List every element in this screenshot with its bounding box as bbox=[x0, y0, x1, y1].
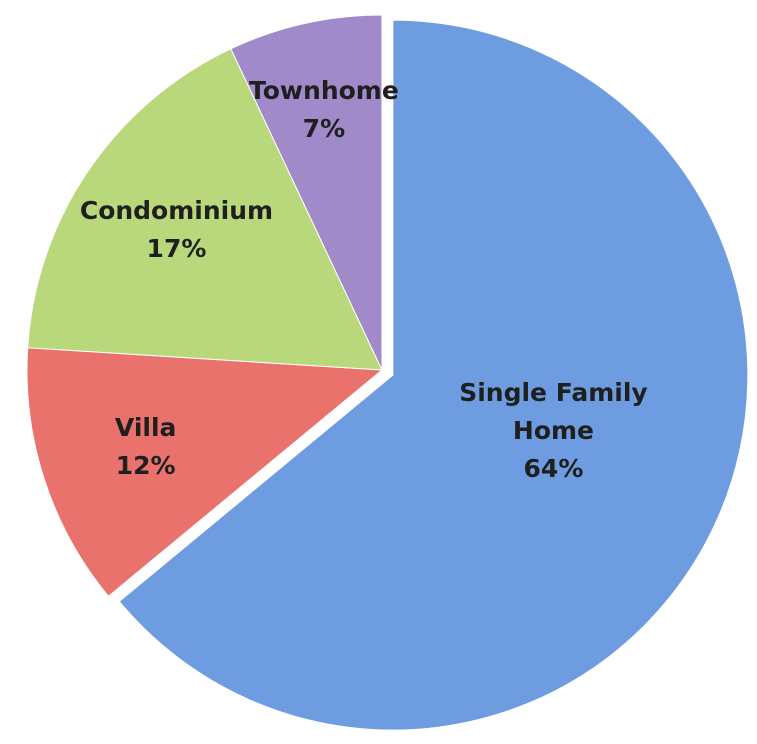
value-label: 17% bbox=[146, 234, 207, 264]
value-label: 64% bbox=[523, 453, 584, 483]
category-label: Townhome bbox=[249, 76, 399, 106]
pie-slice bbox=[230, 14, 383, 371]
slice-label: Single Family Home 64% bbox=[458, 374, 648, 488]
category-label: Single Family Home bbox=[459, 377, 648, 445]
pie-slice bbox=[26, 347, 384, 597]
pie-slice bbox=[27, 48, 383, 371]
category-label: Villa bbox=[114, 412, 177, 442]
pie-slice bbox=[118, 19, 749, 731]
value-label: 12% bbox=[115, 450, 176, 480]
category-label: Condominium bbox=[79, 196, 274, 226]
slice-label: Condominium 17% bbox=[66, 192, 286, 268]
value-label: 7% bbox=[302, 114, 346, 144]
slice-label: Villa 12% bbox=[36, 409, 256, 485]
slice-label: Townhome 7% bbox=[214, 72, 434, 148]
